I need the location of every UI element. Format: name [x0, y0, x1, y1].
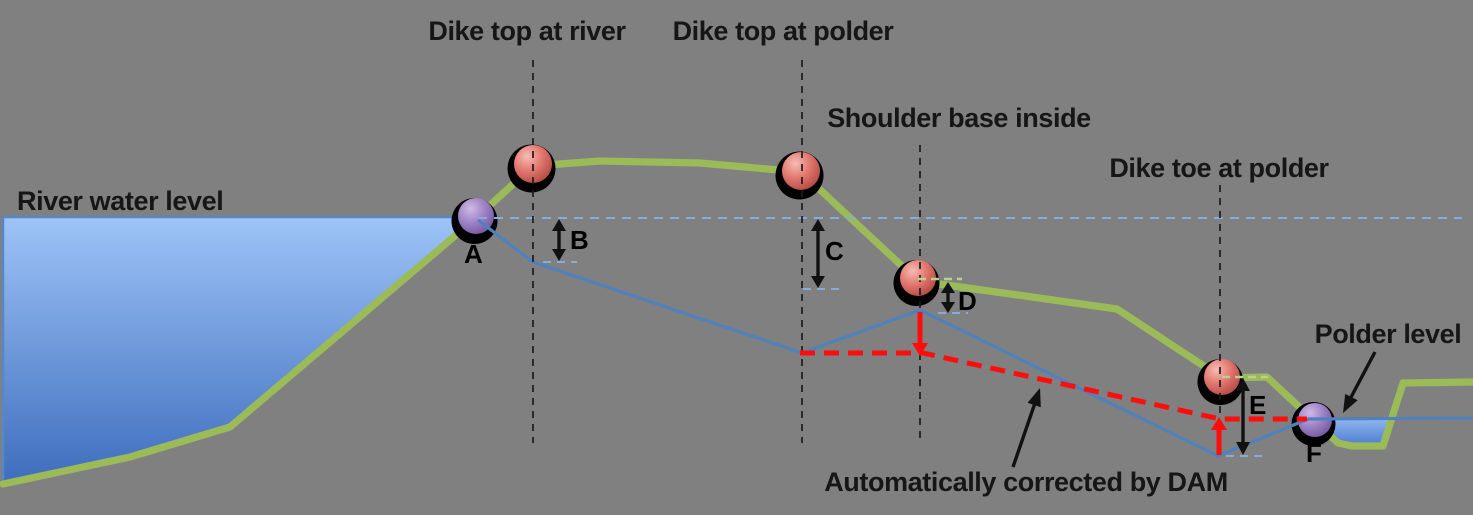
point-handle-dike-top-at-polder[interactable]: [775, 151, 824, 200]
sphere-red: [782, 152, 820, 190]
point-label-a: A: [464, 239, 483, 269]
river-water-area: [3, 218, 476, 484]
point-handle-shoulder-base-inside[interactable]: [893, 260, 940, 306]
measure-arrow-d: [941, 282, 955, 313]
measure-label-b: B: [570, 225, 589, 255]
point-handle-dike-top-at-river[interactable]: [507, 144, 556, 193]
measure-label-e: E: [1249, 390, 1266, 420]
measure-label-d: D: [958, 286, 977, 316]
polder-level-line: [1307, 416, 1473, 421]
label-dike-top-at-polder: Dike top at polder: [673, 16, 895, 46]
point-handle-a[interactable]: [451, 198, 498, 244]
point-label-f: F: [1306, 438, 1322, 468]
measure-arrow-e: [1236, 378, 1250, 455]
corrected-phreatic-line: [800, 350, 1307, 422]
phreatic-line: [477, 218, 1309, 458]
label-shoulder-base-inside: Shoulder base inside: [827, 103, 1091, 133]
label-dike-top-at-river: Dike top at river: [428, 16, 626, 46]
label-polder-level: Polder level: [1315, 319, 1462, 349]
correction-arrow-down: [912, 312, 928, 356]
auto-corrected-arrow: [1011, 388, 1041, 468]
correction-arrow-up: [1211, 417, 1227, 455]
label-river-water-level: River water level: [17, 186, 223, 216]
measure-label-c: C: [825, 236, 844, 266]
measure-arrow-c: [811, 219, 825, 288]
measure-arrow-b: [552, 219, 566, 261]
polder-level-arrow: [1343, 351, 1377, 413]
label-auto-corrected: Automatically corrected by DAM: [824, 467, 1228, 497]
label-dike-toe-at-polder: Dike toe at polder: [1109, 153, 1329, 183]
